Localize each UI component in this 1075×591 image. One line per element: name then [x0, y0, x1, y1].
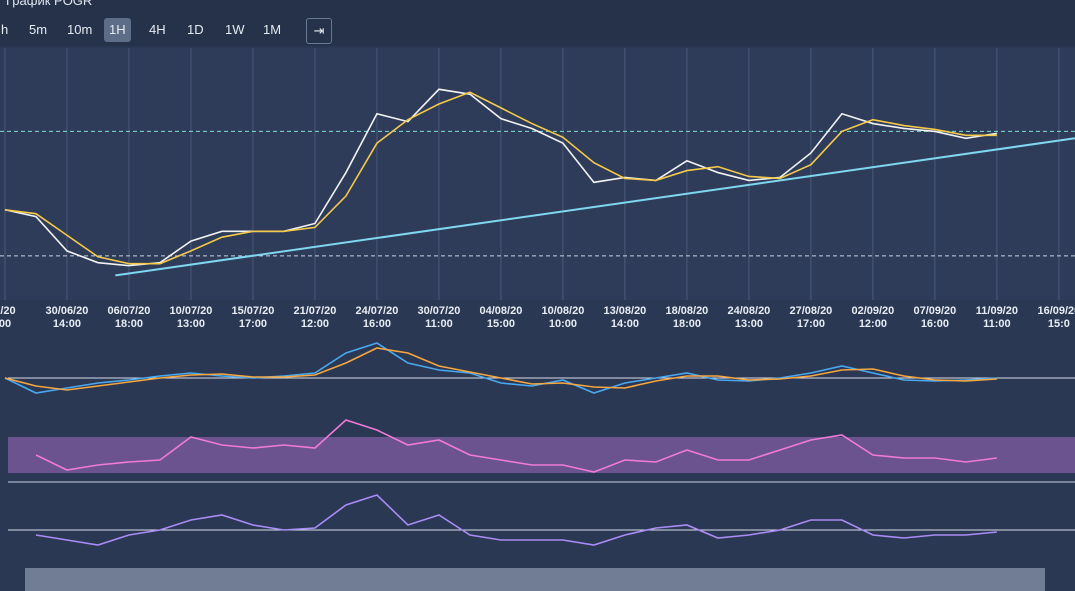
- price-pane: [0, 48, 1075, 300]
- interval-button[interactable]: 1W: [225, 22, 245, 37]
- trend-line: [115, 137, 1075, 277]
- toolbar: График POGR h 5m 10m 1H 4H 1D 1W 1M ⇥: [0, 0, 1075, 46]
- x-tick-label: 02/09/20 12:00: [851, 305, 894, 330]
- x-tick-label: 10/07/20 13:00: [170, 305, 213, 330]
- interval-button[interactable]: 5m: [29, 22, 48, 37]
- x-tick-label: 04/08/20 15:00: [480, 305, 523, 330]
- export-button[interactable]: ⇥: [306, 18, 332, 44]
- x-tick-label: 13/08/20 14:00: [603, 305, 646, 330]
- series-line: [4, 88, 998, 267]
- x-tick-label: 10/08/20 10:00: [542, 305, 585, 330]
- series-line: [35, 494, 997, 546]
- series-line: [4, 347, 997, 391]
- x-tick-label: 15/07/20 17:00: [232, 305, 275, 330]
- interval-button[interactable]: 10m: [67, 22, 93, 37]
- x-tick-label: 30/07/20 11:00: [418, 305, 461, 330]
- series-line: [4, 91, 997, 265]
- band: [8, 437, 1075, 473]
- interval-button[interactable]: 4H: [149, 22, 166, 37]
- x-tick-label: 18/08/20 18:00: [665, 305, 708, 330]
- interval-button[interactable]: h: [1, 22, 9, 37]
- interval-button[interactable]: 1M: [263, 22, 282, 37]
- x-tick-label: 30/06/20 14:00: [46, 305, 89, 330]
- scrollbar: [25, 568, 1045, 591]
- x-tick-label: 07/09/20 16:00: [913, 305, 956, 330]
- x-tick-label: 24/07/20 16:00: [356, 305, 399, 330]
- x-tick-label: 24/08/20 13:00: [727, 305, 770, 330]
- series-line: [4, 342, 997, 394]
- x-tick-label: 06/07/20 18:00: [108, 305, 151, 330]
- x-tick-label: 27/08/20 17:00: [789, 305, 832, 330]
- interval-button[interactable]: 1D: [187, 22, 204, 37]
- series-line: [35, 419, 997, 473]
- x-tick-label: 21/07/20 12:00: [294, 305, 337, 330]
- chart-title: График POGR: [6, 0, 93, 8]
- x-tick-label: 11/09/20 11:00: [976, 305, 1018, 330]
- interval-button[interactable]: 1H: [104, 18, 131, 42]
